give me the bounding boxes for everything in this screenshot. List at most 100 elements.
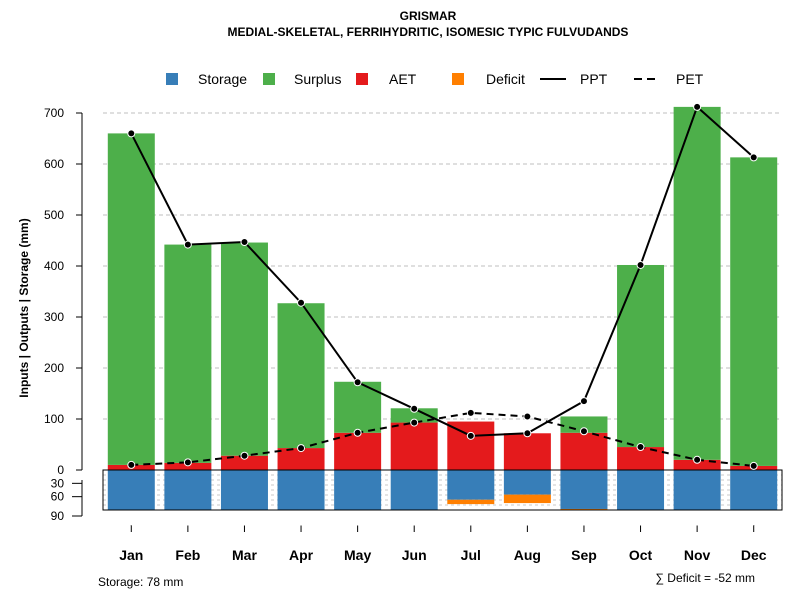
pet-point [749, 461, 758, 470]
storage-tick-label-60: 60 [51, 490, 65, 504]
storage-bar [390, 470, 438, 510]
deficit-footnote: ∑ Deficit = -52 mm [655, 571, 755, 585]
ppt-point [353, 378, 362, 387]
x-tick-label: Aug [514, 547, 541, 563]
storage-panel [102, 469, 783, 511]
ppt-point [636, 260, 645, 269]
storage-tick-label-90: 90 [51, 509, 65, 523]
aet-bar [334, 432, 382, 470]
storage-bar [277, 470, 325, 510]
surplus-bar [220, 242, 268, 456]
storage-bar [220, 470, 268, 510]
aet-bar [164, 462, 212, 470]
pet-point [523, 412, 532, 421]
chart-title: GRISMAR [400, 9, 457, 23]
surplus-bar [277, 303, 325, 449]
x-tick-label: Nov [684, 547, 711, 563]
surplus-bar [390, 408, 438, 423]
legend-label-surplus: Surplus [294, 71, 341, 87]
surplus-bar [673, 106, 721, 460]
storage-tick-label-30: 30 [51, 476, 65, 490]
legend-swatch-deficit [452, 73, 464, 85]
pet-point [127, 460, 136, 469]
chart-subtitle: MEDIAL-SKELETAL, FERRIHYDRITIC, ISOMESIC… [228, 25, 629, 39]
aet-bar [503, 433, 551, 470]
x-tick-label: Jul [461, 547, 481, 563]
legend-label-ppt: PPT [580, 71, 608, 87]
aet-bar [447, 421, 495, 470]
y-tick-label-700: 700 [44, 106, 64, 120]
storage-bar [730, 470, 778, 510]
storage-bar [617, 470, 665, 510]
aet-bar [617, 447, 665, 470]
legend-label-storage: Storage [198, 71, 247, 87]
legend-label-aet: AET [389, 71, 417, 87]
ppt-point [410, 404, 419, 413]
y-tick-label-300: 300 [44, 310, 64, 324]
ppt-point [579, 397, 588, 406]
surplus-bar [617, 264, 665, 448]
ppt-point [240, 238, 249, 247]
storage-bar [164, 470, 212, 510]
y-tick-label-0: 0 [57, 463, 64, 477]
ppt-point [523, 429, 532, 438]
x-tick-label: Sep [571, 547, 597, 563]
aet-bar [390, 422, 438, 470]
legend-label-deficit: Deficit [486, 71, 525, 87]
gridlines [103, 112, 782, 506]
ppt-point [127, 129, 136, 138]
legend-label-pet: PET [676, 71, 704, 87]
surplus-bar [107, 133, 155, 465]
pet-point [466, 408, 475, 417]
x-tick-label: Feb [175, 547, 200, 563]
deficit-bar [503, 494, 551, 504]
pet-point [636, 443, 645, 452]
pet-line [131, 411, 754, 467]
y-axis-label: Inputs | Outputs | Storage (mm) [17, 218, 31, 397]
surplus-bar [730, 157, 778, 466]
aet-bar [560, 432, 608, 470]
pet-point [693, 455, 702, 464]
y-tick-label-400: 400 [44, 259, 64, 273]
storage-footnote: Storage: 78 mm [98, 575, 183, 589]
storage-bar [673, 470, 721, 510]
x-tick-label: Oct [629, 547, 653, 563]
pet-point [579, 427, 588, 436]
x-tick-label: Jun [402, 547, 427, 563]
pet-point [353, 428, 362, 437]
pet-point [297, 444, 306, 453]
aet-bar [220, 455, 268, 470]
aet-bar [277, 448, 325, 470]
legend-swatch-surplus [263, 73, 275, 85]
ppt-point [466, 431, 475, 440]
x-tick-label: Mar [232, 547, 257, 563]
y-tick-label-200: 200 [44, 361, 64, 375]
y-tick-label-100: 100 [44, 412, 64, 426]
pet-point [410, 418, 419, 427]
storage-frame [102, 469, 783, 511]
storage-bar [334, 470, 382, 510]
storage-bar [503, 470, 551, 495]
lines [127, 102, 758, 470]
pet-point [240, 451, 249, 460]
pet-point [183, 458, 192, 467]
deficit-bar [447, 499, 495, 505]
x-tick-label: Dec [741, 547, 767, 563]
x-tick-label: Apr [289, 547, 314, 563]
deficit-bar [560, 508, 608, 510]
x-tick-label: May [344, 547, 371, 563]
storage-bar [560, 470, 608, 509]
bars [107, 106, 778, 470]
storage-bar [447, 470, 495, 500]
storage-bar [107, 470, 155, 510]
legend-swatch-storage [166, 73, 178, 85]
ppt-point [693, 102, 702, 111]
legend: Storage Surplus AET Deficit PPT PET [166, 71, 704, 87]
legend-swatch-aet [356, 73, 368, 85]
surplus-bar [164, 244, 212, 463]
aet-bar [673, 459, 721, 470]
x-tick-label: Jan [119, 547, 143, 563]
ppt-line [130, 105, 755, 437]
